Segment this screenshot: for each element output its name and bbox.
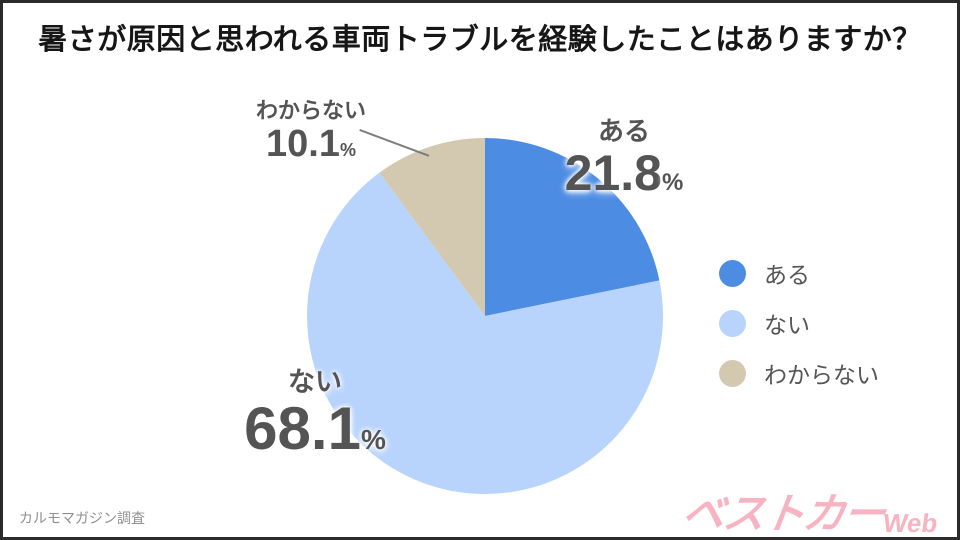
pie-slice-わからない [379, 138, 485, 316]
pie-svg [307, 138, 663, 494]
legend-label-nai: ない [764, 312, 810, 338]
chart-title: 暑さが原因と思われる車両トラブルを経験したことはありますか？ [38, 24, 922, 56]
bestcar-web-logo: ベストカー Web [678, 480, 943, 539]
legend: ある ない わからない [719, 256, 879, 406]
legend-item-aru: ある [719, 256, 879, 290]
legend-item-wakaranai: わからない [719, 356, 879, 390]
logo-suffix: Web [880, 508, 940, 539]
pie-slice-ある [485, 138, 660, 316]
percent-sign: % [360, 424, 386, 455]
legend-item-nai: ない [719, 306, 879, 340]
callout-aru-value: 21.8% [564, 145, 684, 201]
pie-chart [307, 138, 663, 494]
legend-swatch-aru [719, 259, 746, 287]
callout-wakaranai-label: わからない [255, 98, 366, 123]
percent-sign: % [661, 169, 684, 196]
callout-nai: ない 68.1% [215, 365, 415, 459]
callout-nai-value: 68.1% [244, 395, 386, 462]
callout-aru: ある 21.8% [524, 114, 724, 198]
callout-wakaranai-value: 10.1% [266, 123, 356, 165]
pie-slice-ない [307, 172, 663, 494]
survey-source: カルモマガジン調査 [19, 510, 145, 526]
callout-wakaranai: わからない 10.1% [221, 96, 401, 163]
logo-text: ベストカー [679, 490, 887, 537]
legend-label-aru: ある [764, 262, 810, 288]
callout-nai-label: ない [288, 367, 342, 397]
legend-swatch-nai [719, 309, 746, 337]
legend-label-wakaranai: わからない [764, 362, 879, 388]
callout-aru-label: ある [597, 116, 650, 146]
percent-sign: % [339, 140, 356, 160]
legend-swatch-wakaranai [719, 359, 746, 387]
